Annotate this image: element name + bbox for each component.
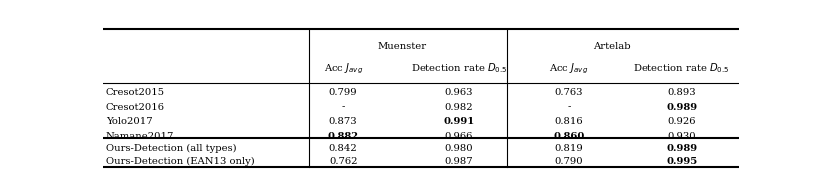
Text: Acc $J_{avg}$: Acc $J_{avg}$ — [323, 61, 363, 76]
Text: 0.989: 0.989 — [666, 144, 697, 153]
Text: 0.930: 0.930 — [667, 132, 696, 141]
Text: Yolo2017: Yolo2017 — [106, 118, 153, 126]
Text: 0.989: 0.989 — [666, 103, 697, 112]
Text: 0.995: 0.995 — [666, 157, 697, 166]
Text: 0.963: 0.963 — [445, 88, 473, 97]
Text: 0.763: 0.763 — [555, 88, 583, 97]
Text: 0.819: 0.819 — [555, 144, 584, 153]
Text: Namane2017: Namane2017 — [106, 132, 174, 141]
Text: Detection rate $D_{0.5}$: Detection rate $D_{0.5}$ — [634, 62, 730, 75]
Text: 0.860: 0.860 — [553, 132, 585, 141]
Text: Detection rate $D_{0.5}$: Detection rate $D_{0.5}$ — [410, 62, 507, 75]
Text: 0.816: 0.816 — [555, 118, 584, 126]
Text: 0.991: 0.991 — [443, 118, 475, 126]
Text: Ours-Detection (EAN13 only): Ours-Detection (EAN13 only) — [106, 157, 255, 166]
Text: Ours-Detection (all types): Ours-Detection (all types) — [106, 144, 236, 153]
Text: 0.987: 0.987 — [445, 157, 473, 166]
Text: 0.926: 0.926 — [667, 118, 696, 126]
Text: Artelab: Artelab — [593, 42, 631, 51]
Text: 0.882: 0.882 — [328, 132, 359, 141]
Text: -: - — [342, 103, 345, 112]
Text: 0.799: 0.799 — [329, 88, 357, 97]
Text: 0.982: 0.982 — [445, 103, 473, 112]
Text: Cresot2016: Cresot2016 — [106, 103, 165, 112]
Text: 0.980: 0.980 — [445, 144, 473, 153]
Text: Acc $J_{avg}$: Acc $J_{avg}$ — [549, 61, 589, 76]
Text: -: - — [567, 103, 571, 112]
Text: Muenster: Muenster — [377, 42, 426, 51]
Text: Cresot2015: Cresot2015 — [106, 88, 165, 97]
Text: 0.842: 0.842 — [328, 144, 357, 153]
Text: 0.966: 0.966 — [445, 132, 473, 141]
Text: 0.790: 0.790 — [555, 157, 584, 166]
Text: 0.762: 0.762 — [329, 157, 357, 166]
Text: 0.873: 0.873 — [329, 118, 357, 126]
Text: 0.893: 0.893 — [667, 88, 696, 97]
